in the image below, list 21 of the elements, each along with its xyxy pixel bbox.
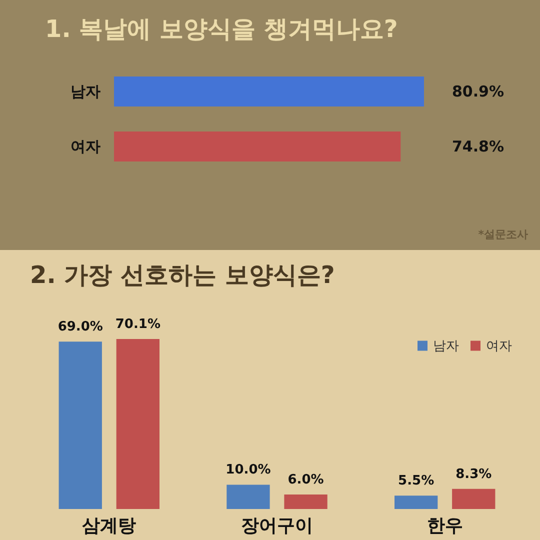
data-label: 69.0% (58, 320, 103, 335)
data-label: 80.9% (452, 82, 504, 100)
chart-title: 1. 복날에 보양식을 챙겨먹나요? (45, 15, 398, 43)
chart-title: 2. 가장 선호하는 보양식은? (30, 261, 335, 289)
data-label: 74.8% (452, 138, 504, 156)
x-tick-label: 삼계탕 (82, 516, 136, 536)
x-tick-label: 장어구이 (241, 516, 313, 536)
bar (226, 484, 270, 509)
legend-label: 여자 (486, 338, 512, 354)
data-label: 70.1% (115, 317, 160, 332)
data-label: 10.0% (226, 462, 271, 478)
x-tick-label: 한우 (426, 516, 463, 536)
bar (116, 339, 160, 509)
bar (394, 496, 438, 509)
data-label: 6.0% (288, 472, 324, 488)
data-label: 5.5% (398, 474, 434, 489)
bar (452, 488, 496, 509)
bar (58, 342, 102, 509)
bar (284, 494, 328, 509)
legend-label: 남자 (433, 338, 459, 354)
data-label: 8.3% (456, 466, 492, 482)
